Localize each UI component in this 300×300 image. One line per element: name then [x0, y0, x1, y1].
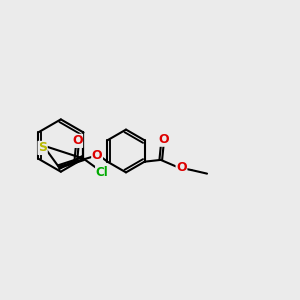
- Text: O: O: [72, 134, 83, 147]
- Text: S: S: [38, 141, 47, 154]
- Text: O: O: [92, 149, 102, 162]
- Text: O: O: [176, 161, 187, 175]
- Text: O: O: [158, 133, 169, 146]
- Text: Cl: Cl: [96, 166, 108, 178]
